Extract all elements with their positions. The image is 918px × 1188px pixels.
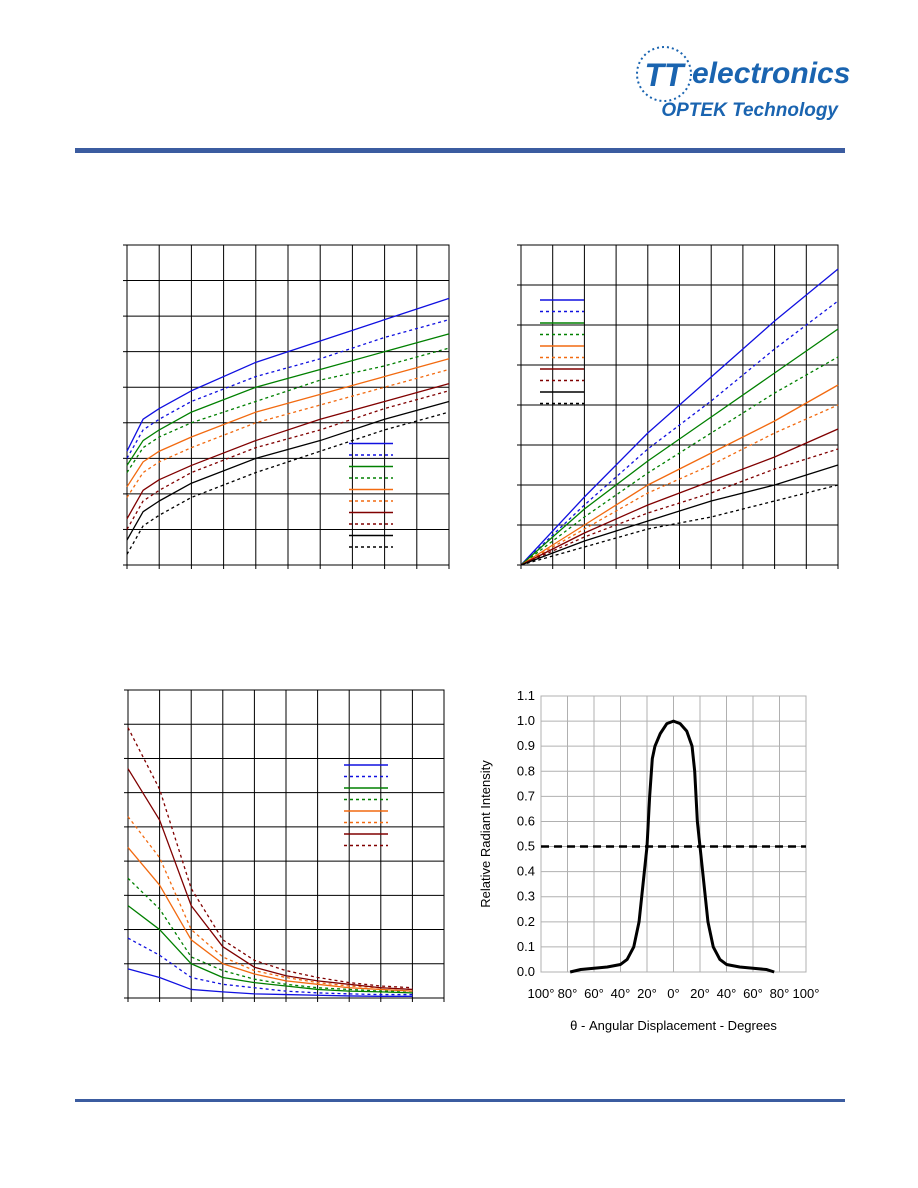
series-line xyxy=(127,768,413,991)
x-tick-label: 40° xyxy=(611,986,631,1001)
series-line xyxy=(520,300,839,566)
series-line xyxy=(127,937,413,996)
series-line xyxy=(126,400,450,541)
y-tick-label: 0.2 xyxy=(517,914,535,929)
y-axis-label: Relative Radiant Intensity xyxy=(478,760,493,908)
x-tick-label: 100° xyxy=(528,986,555,1001)
series-line xyxy=(127,968,413,997)
series-line xyxy=(569,719,775,974)
logo-ring xyxy=(636,46,692,102)
y-tick-label: 0.1 xyxy=(517,939,535,954)
series-line xyxy=(126,383,450,520)
series-line xyxy=(520,428,839,566)
y-tick-label: 0.4 xyxy=(517,864,535,879)
x-tick-label: 0° xyxy=(667,986,679,1001)
series-line xyxy=(127,905,413,994)
x-tick-label: 80° xyxy=(558,986,578,1001)
y-tick-label: 0.5 xyxy=(517,839,535,854)
series-line xyxy=(126,297,450,452)
brand: electronics xyxy=(692,57,850,90)
series-line xyxy=(126,333,450,466)
series-line xyxy=(520,356,839,566)
y-tick-label: 0.6 xyxy=(517,813,535,828)
x-tick-label: 60° xyxy=(743,986,763,1001)
y-tick-label: 1.1 xyxy=(517,688,535,703)
footer-rule xyxy=(75,1099,845,1102)
series-line xyxy=(520,328,839,566)
series-line xyxy=(127,847,413,992)
y-tick-label: 0.7 xyxy=(517,788,535,803)
series-line xyxy=(520,448,839,566)
x-axis-label: θ - Angular Displacement - Degrees xyxy=(570,1018,777,1033)
header-rule xyxy=(75,148,845,153)
series-line xyxy=(520,384,839,566)
x-tick-label: 40° xyxy=(717,986,737,1001)
series-line xyxy=(127,727,413,989)
series-line xyxy=(520,484,839,566)
y-tick-label: 1.0 xyxy=(517,713,535,728)
x-tick-label: 100° xyxy=(793,986,820,1001)
y-tick-label: 0.9 xyxy=(517,738,535,753)
x-tick-label: 60° xyxy=(584,986,604,1001)
division: OPTEK Technology xyxy=(661,100,839,121)
series-line xyxy=(520,404,839,566)
x-tick-label: 20° xyxy=(690,986,710,1001)
series-line xyxy=(126,411,450,555)
series-line xyxy=(127,877,413,992)
y-tick-label: 0.8 xyxy=(517,763,535,778)
series-line xyxy=(127,816,413,991)
logo-mark: TT xyxy=(644,57,686,93)
x-tick-label: 20° xyxy=(637,986,657,1001)
series-line xyxy=(126,368,450,498)
series-line xyxy=(126,358,450,488)
series-line xyxy=(520,464,839,566)
series-line xyxy=(520,268,839,566)
series-line xyxy=(126,347,450,473)
y-tick-label: 0.0 xyxy=(517,964,535,979)
x-tick-label: 80° xyxy=(770,986,790,1001)
y-tick-label: 0.3 xyxy=(517,889,535,904)
